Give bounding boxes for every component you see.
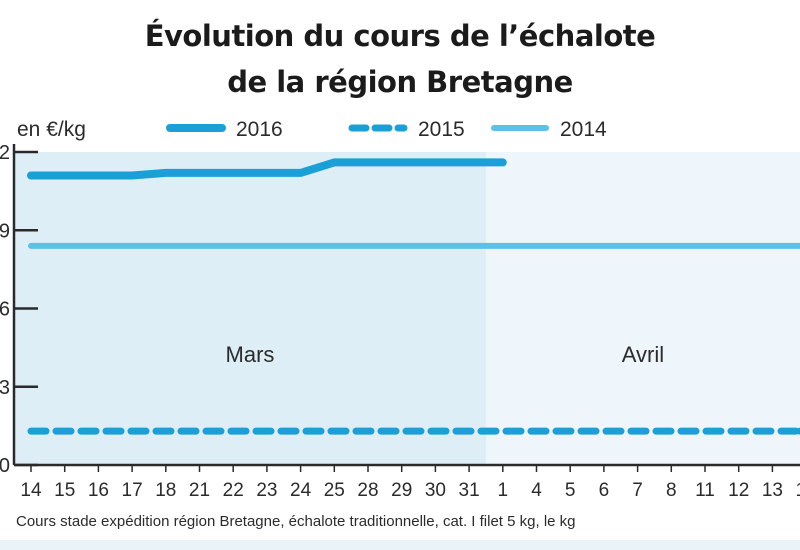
x-tick-label: 14 <box>796 480 800 501</box>
bottom-band <box>0 540 800 550</box>
x-tick-label: 25 <box>324 480 345 501</box>
x-tick-label: 24 <box>290 480 312 501</box>
y-unit-label: en €/kg <box>17 118 86 141</box>
y-tick-label: 9 <box>0 220 10 242</box>
series-line-2016 <box>27 158 507 180</box>
source-note: Cours stade expédition région Bretagne, … <box>16 513 576 530</box>
x-tick-label: 31 <box>459 480 480 501</box>
x-tick-label: 8 <box>666 480 677 501</box>
legend-label-2015: 2015 <box>418 118 465 141</box>
x-tick-label: 12 <box>728 480 749 501</box>
x-tick-label: 23 <box>256 480 277 501</box>
month-band-mars <box>14 152 486 465</box>
x-tick-label: 18 <box>155 480 176 501</box>
month-label-avril: Avril <box>622 342 664 367</box>
y-tick-label: 0 <box>0 455 10 477</box>
x-tick-label: 4 <box>531 480 542 501</box>
x-tick-label: 7 <box>632 480 643 501</box>
x-tick-label: 17 <box>122 480 143 501</box>
x-tick-label: 15 <box>54 480 75 501</box>
legend-label-2014: 2014 <box>560 118 607 141</box>
y-tick-label: 12 <box>0 142 10 164</box>
x-tick-label: 29 <box>391 480 412 501</box>
y-tick-label: 6 <box>0 299 10 321</box>
month-band-avril <box>485 152 800 465</box>
legend-label-2016: 2016 <box>236 118 283 141</box>
chart-title-line1: Évolution du cours de l’échalote <box>144 19 656 53</box>
x-tick-label: 28 <box>357 480 378 501</box>
month-label-mars: Mars <box>226 342 275 367</box>
x-tick-label: 30 <box>425 480 446 501</box>
chart-title-line2: de la région Bretagne <box>227 65 573 99</box>
x-tick-label: 6 <box>599 480 610 501</box>
x-tick-label: 22 <box>223 480 244 501</box>
x-tick-label: 14 <box>20 480 42 501</box>
x-tick-label: 21 <box>189 480 210 501</box>
x-tick-label: 1 <box>498 480 509 501</box>
y-tick-label: 3 <box>0 377 10 399</box>
x-tick-label: 13 <box>762 480 783 501</box>
x-tick-label: 5 <box>565 480 576 501</box>
x-tick-label: 11 <box>695 480 715 501</box>
x-tick-label: 16 <box>88 480 109 501</box>
